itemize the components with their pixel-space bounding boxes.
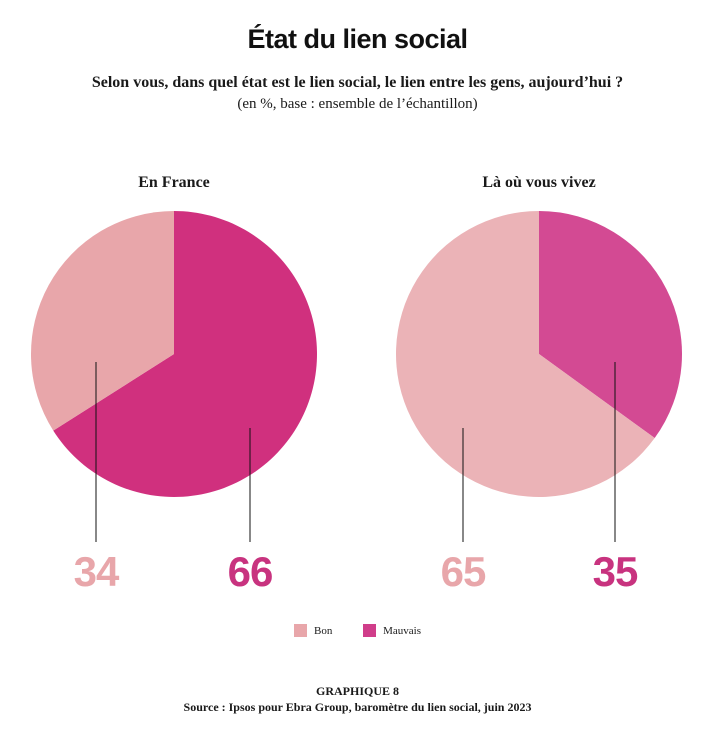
legend-label-bon: Bon <box>314 624 333 637</box>
value-label-bon-0: 34 <box>74 548 120 595</box>
pie-slice-mauvais-0 <box>53 211 317 498</box>
pie-charts: En France 34 66 Là où vous vivez 65 35 <box>30 174 683 595</box>
pie-title-0: En France <box>138 174 210 191</box>
chart-title: État du lien social <box>247 24 468 54</box>
legend-swatch-bon <box>294 624 307 637</box>
chart-note: (en %, base : ensemble de l’échantillon) <box>237 96 478 112</box>
pie-title-1: Là où vous vivez <box>482 174 595 191</box>
pie-slice-bon-0 <box>30 211 174 431</box>
legend-label-mauvais: Mauvais <box>383 624 421 637</box>
value-label-mauvais-1: 35 <box>593 548 638 595</box>
legend: Bon Mauvais <box>0 624 715 640</box>
value-label-bon-1: 65 <box>441 548 486 595</box>
legend-item-mauvais: Mauvais <box>363 624 421 637</box>
pie-slice-bon-1 <box>396 211 655 498</box>
legend-swatch-mauvais <box>363 624 377 637</box>
figure-label: GRAPHIQUE 8 <box>315 684 399 698</box>
legend-item-bon: Bon <box>294 624 332 637</box>
source-note: Source : Ipsos pour Ebra Group, baromètr… <box>183 700 532 714</box>
chart-subtitle: Selon vous, dans quel état est le lien s… <box>91 74 624 91</box>
value-label-mauvais-0: 66 <box>228 548 273 595</box>
pie-slice-mauvais-1 <box>539 211 683 439</box>
